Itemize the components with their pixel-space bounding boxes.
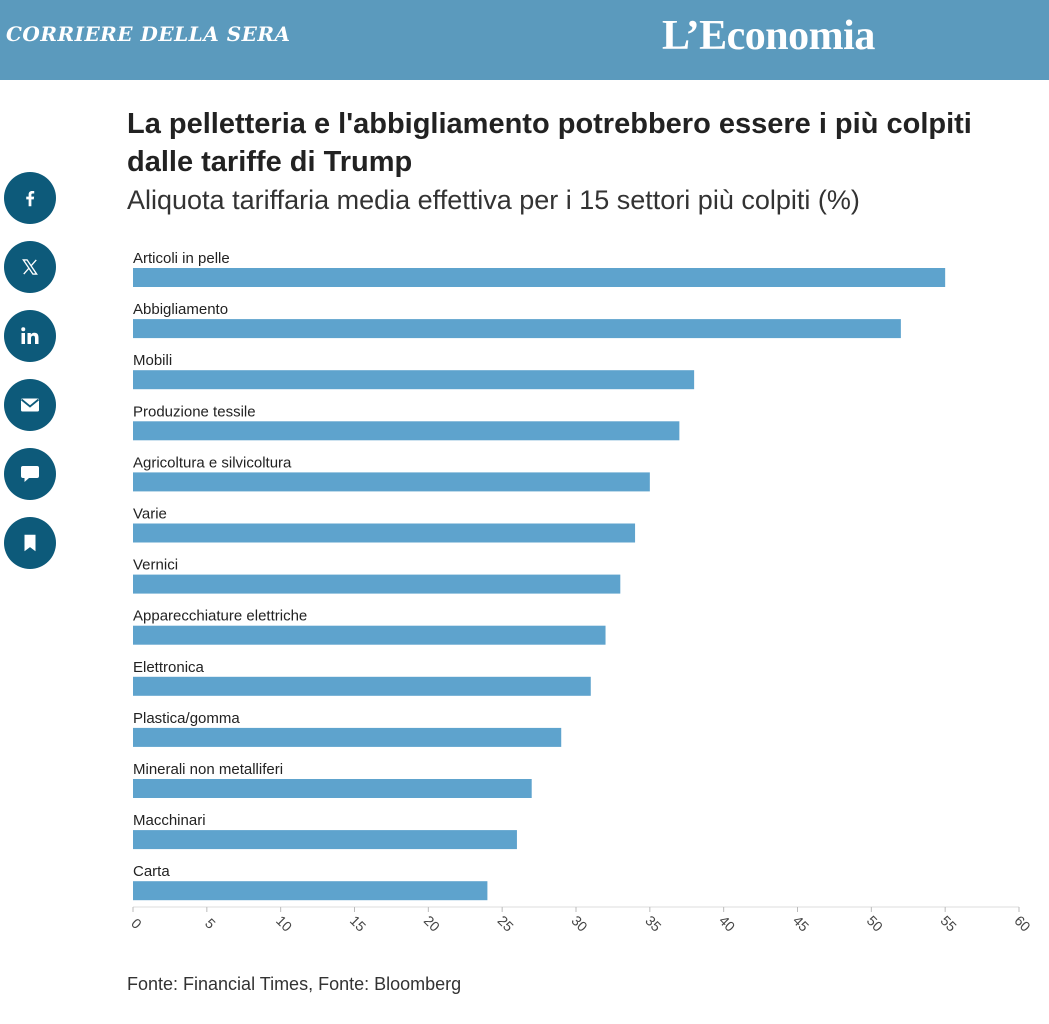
category-label: Plastica/gomma [133, 710, 240, 727]
category-label: Abbigliamento [133, 301, 228, 318]
category-label: Varie [133, 506, 167, 523]
linkedin-icon [18, 324, 42, 348]
category-label: Minerali non metalliferi [133, 761, 283, 778]
brand-logo[interactable]: CORRIERE DELLA SERA [6, 22, 291, 46]
facebook-icon [19, 187, 41, 209]
category-label: Carta [133, 863, 170, 880]
category-label: Elettronica [133, 659, 205, 676]
section-logo[interactable]: L’Economia [662, 13, 875, 59]
category-label: Produzione tessile [133, 403, 256, 420]
category-label: Macchinari [133, 812, 206, 829]
bar [133, 421, 680, 441]
bookmark-button[interactable] [4, 517, 56, 569]
bar [133, 523, 636, 543]
x-tick-label: 35 [642, 912, 664, 934]
header-bar: CORRIERE DELLA SERA L’Economia [0, 0, 1049, 80]
bookmark-icon [19, 532, 41, 554]
email-share-button[interactable] [4, 379, 56, 431]
facebook-share-button[interactable] [4, 172, 56, 224]
chart-title: La pelletteria e l'abbigliamento potrebb… [127, 108, 972, 178]
x-tick-label: 50 [864, 912, 886, 934]
bar [133, 319, 901, 339]
x-tick-label: 10 [273, 912, 295, 934]
x-tick-label: 15 [347, 912, 369, 934]
x-tick-label: 20 [421, 912, 443, 934]
bar [133, 881, 488, 901]
bar [133, 268, 946, 287]
x-tick-label: 5 [202, 915, 219, 932]
linkedin-share-button[interactable] [4, 310, 56, 362]
bar [133, 472, 650, 492]
category-label: Agricoltura e silvicoltura [133, 454, 292, 471]
x-tick-label: 40 [716, 912, 738, 934]
category-label: Mobili [133, 352, 172, 369]
x-share-button[interactable] [4, 241, 56, 293]
comment-icon [18, 462, 42, 486]
x-tick-label: 45 [790, 912, 812, 934]
category-label: Apparecchiature elettriche [133, 608, 307, 625]
comment-button[interactable] [4, 448, 56, 500]
x-tick-label: 55 [938, 912, 960, 934]
bar [133, 727, 562, 747]
x-tick-label: 0 [128, 915, 145, 932]
chart-subtitle: Aliquota tariffaria media effettiva per … [127, 185, 860, 215]
category-label: Articoli in pelle [133, 250, 230, 267]
x-tick-label: 25 [495, 912, 517, 934]
bar-chart: Articoli in pelle Abbigliamento Mobili Prod… [128, 250, 1034, 935]
bar [133, 574, 621, 594]
bar [133, 779, 532, 798]
bar [133, 830, 517, 850]
x-icon [20, 257, 40, 277]
share-bar [4, 172, 58, 586]
category-label: Vernici [133, 557, 178, 574]
x-tick-label: 30 [568, 912, 590, 934]
bar [133, 676, 591, 696]
source-note: Fonte: Financial Times, Fonte: Bloomberg [127, 974, 462, 994]
bar [133, 625, 606, 645]
x-tick-label: 60 [1011, 912, 1033, 934]
bar [133, 370, 695, 390]
email-icon [18, 393, 42, 417]
